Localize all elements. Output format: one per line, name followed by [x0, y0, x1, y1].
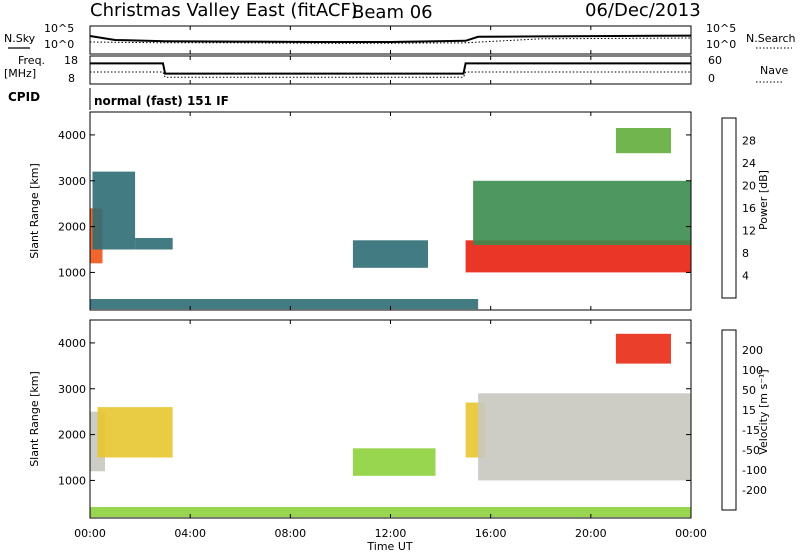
power-cells-region-3 [352, 240, 428, 268]
noise-panel-frame [89, 25, 692, 55]
freq-label: Freq. [18, 54, 45, 67]
colorbar-tick-label: 12 [742, 225, 756, 238]
colorbar-tick-label: 50 [742, 384, 756, 397]
plot-title: Christmas Valley East (fitACF) [90, 0, 358, 21]
power-colorbar-label: Power [dB] [757, 170, 770, 230]
nsearch-label: N.Search [746, 32, 796, 45]
power-cells-region-1 [92, 171, 136, 250]
vel-cells-region-4 [478, 393, 691, 481]
beam-label: Beam 06 [352, 2, 433, 23]
y-tick-label: 1000 [58, 474, 86, 487]
y-tick-label: 1000 [58, 266, 86, 279]
cpid-value: normal (fast) 151 IF [94, 94, 229, 108]
nsearch-series-line [89, 37, 692, 44]
power-cbar-frame [721, 117, 737, 299]
nave-tick-bottom: 0 [708, 72, 715, 85]
colorbar-tick-label: 8 [742, 247, 749, 260]
x-tick-label: 04:00 [174, 527, 206, 540]
vel-cells-region-5 [615, 333, 671, 364]
power-cells-region-6 [615, 128, 671, 154]
x-tick-label: 00:00 [74, 527, 106, 540]
nsky-label: N.Sky [4, 32, 36, 45]
velocity-colorbar: 200 100 50 15 -15 -50 -100 -200 [721, 329, 767, 511]
power-y-ticks: 4000 3000 2000 1000 [58, 129, 691, 279]
y-tick-label: 2000 [58, 221, 86, 234]
y-tick-label: 3000 [58, 175, 86, 188]
freq-unit-label: [MHz] [4, 67, 36, 80]
vel-cells-region-6 [90, 507, 691, 518]
x-axis-ticks: 00:00 04:00 08:00 12:00 16:00 20:00 00:00 [74, 26, 707, 540]
nsky-tick-bottom: 10^0 [44, 38, 74, 51]
vel-cells-region-1 [97, 407, 173, 458]
colorbar-tick-label: 200 [742, 344, 763, 357]
y-tick-label: 2000 [58, 429, 86, 442]
x-tick-label: 12:00 [375, 527, 407, 540]
colorbar-tick-label: 100 [742, 364, 763, 377]
freq-panel-frame [89, 55, 692, 85]
x-tick-label: 08:00 [274, 527, 306, 540]
velocity-heatmap-cells [90, 333, 691, 518]
power-cells-region-2 [135, 238, 173, 250]
cpid-label: CPID [8, 90, 40, 104]
date-label: 06/Dec/2013 [585, 0, 701, 21]
freq-tick-top: 18 [64, 54, 78, 67]
power-cells-region-7 [90, 299, 479, 310]
colorbar-tick-label: 28 [742, 135, 756, 148]
nsky-tick-top: 10^5 [44, 22, 74, 35]
nsky-series-line [89, 34, 692, 43]
velocity-colorbar-label: Velocity [m s⁻¹] [757, 369, 770, 454]
nsearch-tick-top: 10^5 [706, 22, 736, 35]
nsearch-tick-bottom: 10^0 [706, 38, 736, 51]
power-heatmap-cells [90, 128, 691, 310]
vel-cbar-frame [721, 329, 737, 511]
power-cells-region-4 [465, 240, 691, 273]
colorbar-tick-label: -100 [742, 464, 767, 477]
velocity-y-ticks: 4000 3000 2000 1000 [58, 337, 691, 487]
colorbar-tick-label: -200 [742, 484, 767, 497]
power-cells-region-5 [473, 180, 691, 245]
colorbar-tick-label: -15 [742, 424, 760, 437]
nave-tick-top: 60 [708, 54, 722, 67]
power-ylabel: Slant Range [km] [28, 163, 41, 259]
colorbar-tick-label: 15 [742, 404, 756, 417]
x-axis-title: Time UT [366, 540, 412, 553]
power-colorbar: 28 24 20 16 12 8 4 [721, 117, 756, 299]
velocity-ylabel: Slant Range [km] [28, 371, 41, 467]
colorbar-tick-label: 20 [742, 180, 756, 193]
y-tick-label: 4000 [58, 337, 86, 350]
x-tick-label: 16:00 [475, 527, 507, 540]
y-tick-label: 4000 [58, 129, 86, 142]
freq-series-line [90, 62, 691, 75]
colorbar-tick-label: -50 [742, 444, 760, 457]
x-tick-label: 20:00 [575, 527, 607, 540]
x-tick-label: 00:00 [675, 527, 707, 540]
nave-series-line [90, 71, 691, 78]
colorbar-tick-label: 4 [742, 270, 749, 283]
freq-tick-bottom: 8 [68, 72, 75, 85]
y-tick-label: 3000 [58, 383, 86, 396]
nave-label: Nave [760, 64, 788, 77]
colorbar-tick-label: 24 [742, 157, 756, 170]
colorbar-tick-label: 16 [742, 202, 756, 215]
vel-cells-region-2 [352, 448, 436, 476]
